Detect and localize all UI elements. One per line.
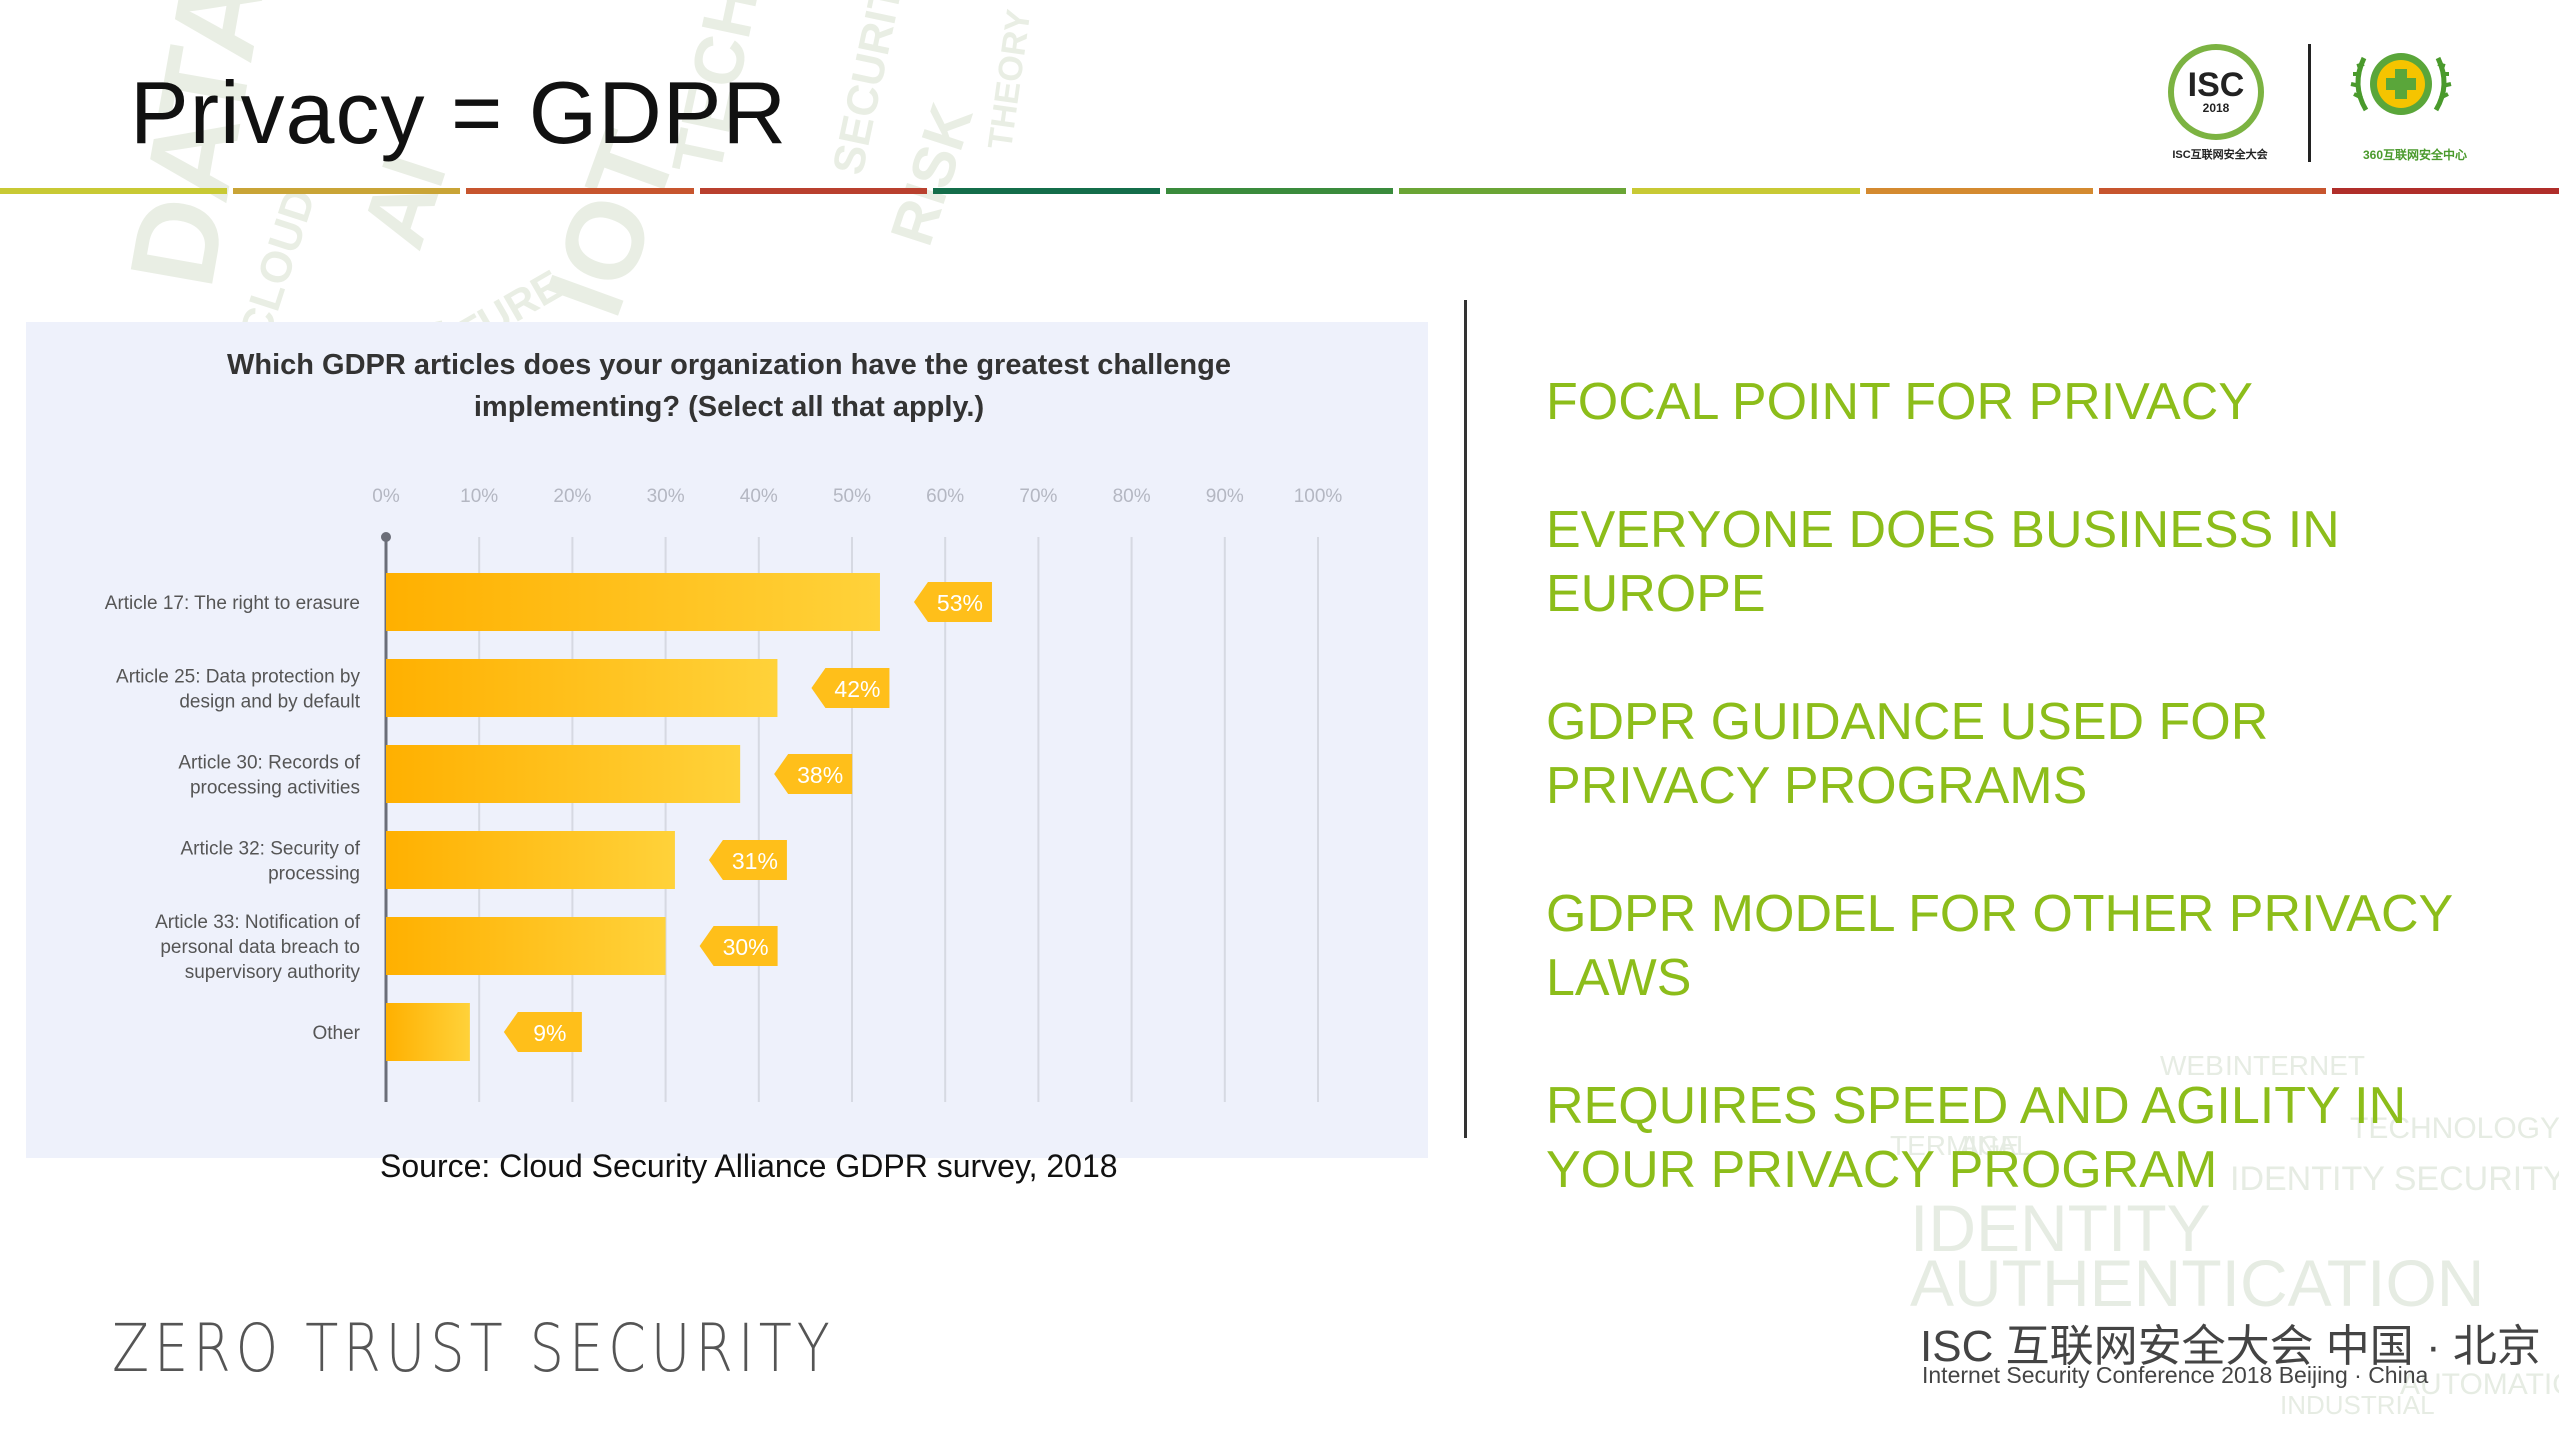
chart-value-callout — [708, 840, 787, 880]
chart-category-label: processing — [268, 864, 360, 885]
slide-title: Privacy = GDPR — [130, 63, 788, 162]
chart-tick-label: 0% — [372, 486, 400, 507]
chart-category-label: design and by default — [179, 692, 360, 713]
isc-logo-caption: ISC互联网安全大会 — [2172, 149, 2268, 161]
footer-tagline: ZERO TRUST SECURITY — [112, 1310, 835, 1387]
chart-tick-label: 100% — [1294, 486, 1343, 507]
chart-value-callout — [913, 582, 992, 622]
gdpr-challenges-chart: Which GDPR articles does your organizati… — [105, 349, 1343, 1102]
watermark-word: INDUSTRIAL — [2280, 1390, 2435, 1420]
chart-tick-label: 10% — [460, 486, 498, 507]
chart-title-line-1: Which GDPR articles does your organizati… — [227, 349, 1231, 381]
chart-category-label: Article 25: Data protection by — [116, 667, 360, 688]
chart-data-label: 31% — [732, 848, 778, 874]
bullet-list: FOCAL POINT FOR PRIVACY EVERYONE DOES BU… — [1546, 370, 2486, 1266]
chart-bar — [386, 831, 675, 889]
chart-data-label: 42% — [834, 676, 880, 702]
logo-divider — [2308, 44, 2311, 162]
chart-category-label: Other — [312, 1023, 360, 1044]
chart-tick-label: 40% — [740, 486, 778, 507]
chart-category-label: Article 32: Security of — [180, 839, 360, 860]
bullet-item: REQUIRES SPEED AND AGILITY IN YOUR PRIVA… — [1546, 1077, 2407, 1199]
bullet-item: FOCAL POINT FOR PRIVACY — [1546, 373, 2253, 431]
chart-tick-label: 90% — [1206, 486, 1244, 507]
chart-panel: Which GDPR articles does your organizati… — [26, 322, 1428, 1158]
chart-category-label: personal data breach to — [160, 937, 360, 958]
chart-category-label: supervisory authority — [185, 962, 361, 983]
chart-category-label: processing activities — [190, 778, 360, 799]
bullet-item: GDPR MODEL FOR OTHER PRIVACY LAWS — [1546, 885, 2453, 1007]
chart-value-callout — [811, 668, 890, 708]
chart-tick-label: 20% — [553, 486, 591, 507]
chart-tick-label: 80% — [1113, 486, 1151, 507]
footer-conference-subtitle: Internet Security Conference 2018 Beijin… — [1922, 1362, 2429, 1388]
chart-data-label: 38% — [797, 762, 843, 788]
chart-title-line-2: implementing? (Select all that apply.) — [474, 391, 984, 423]
chart-value-callout — [699, 926, 778, 966]
chart-value-callout — [774, 754, 853, 794]
bullet-item: EVERYONE DOES BUSINESS IN EUROPE — [1546, 501, 2340, 623]
watermark-word: RISK — [877, 95, 986, 254]
chart-bar — [386, 1003, 470, 1061]
chart-bar — [386, 659, 778, 717]
chart-category-label: Article 30: Records of — [178, 753, 360, 774]
chart-axis-origin-dot — [381, 532, 391, 542]
chart-tick-label: 30% — [647, 486, 685, 507]
chart-data-label: 9% — [533, 1020, 566, 1046]
chart-category-label: Article 33: Notification of — [155, 912, 361, 933]
chart-tick-label: 60% — [926, 486, 964, 507]
footer-conference-title: ISC 互联网安全大会 中国 · 北京 — [1920, 1322, 2541, 1371]
chart-tick-label: 70% — [1019, 486, 1057, 507]
isc-logo: ISC 2018 — [2168, 44, 2264, 140]
watermark-word: THEORY — [981, 7, 1039, 152]
chart-tick-label: 50% — [833, 486, 871, 507]
security-center-caption: 360互联网安全中心 — [2362, 148, 2468, 162]
chart-bar — [386, 573, 880, 631]
chart-category-label: Article 17: The right to erasure — [105, 593, 360, 614]
watermark-word: SECURITY — [823, 0, 918, 179]
security-center-emblem-icon — [2350, 53, 2452, 115]
isc-logo-year: 2018 — [2202, 101, 2230, 115]
chart-bar — [386, 917, 666, 975]
chart-value-callout — [503, 1012, 582, 1052]
chart-data-label: 30% — [723, 934, 769, 960]
chart-data-label: 53% — [937, 590, 983, 616]
vertical-divider — [1464, 300, 1467, 1138]
header-rule — [0, 188, 2559, 194]
logo-block: ISC 2018 ISC互联网安全大会 360互联网安全中心 — [2160, 40, 2500, 170]
chart-bar — [386, 745, 741, 803]
chart-source: Source: Cloud Security Alliance GDPR sur… — [380, 1148, 1118, 1184]
isc-logo-word: ISC — [2187, 66, 2245, 104]
bullet-item: GDPR GUIDANCE USED FOR PRIVACY PROGRAMS — [1546, 693, 2269, 815]
